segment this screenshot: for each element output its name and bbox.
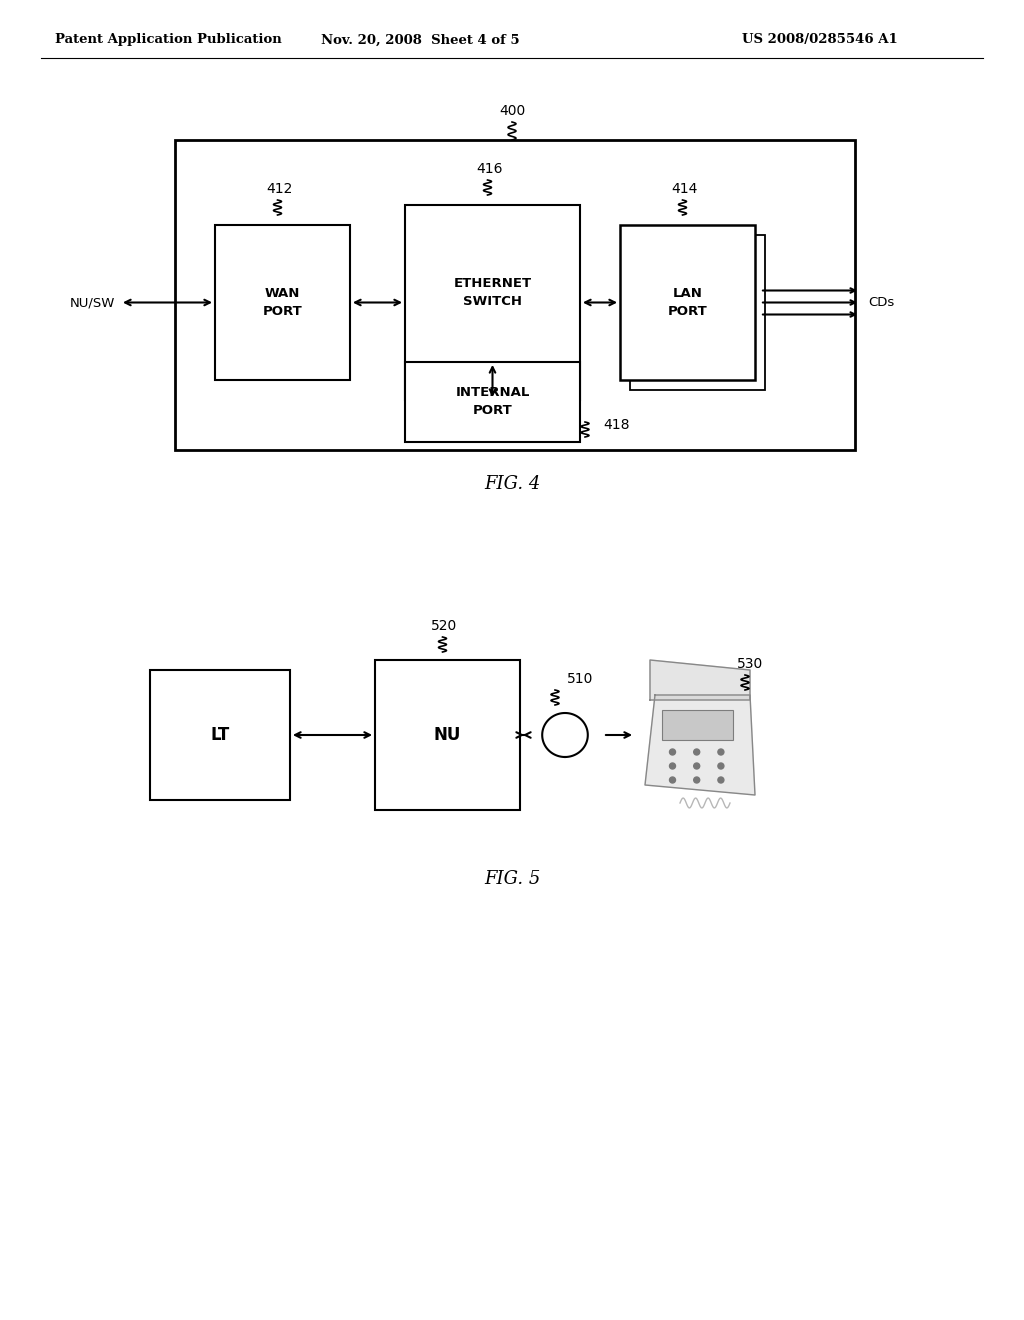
Bar [150,671,290,800]
Circle shape [670,777,676,783]
Circle shape [693,777,699,783]
Text: 530: 530 [737,657,763,671]
Text: LAN
PORT: LAN PORT [668,286,708,318]
Text: 510: 510 [567,672,593,686]
Circle shape [670,763,676,770]
Bar [175,140,855,450]
Circle shape [718,763,724,770]
Text: CDs: CDs [868,296,894,309]
Bar [406,205,580,400]
Text: Patent Application Publication: Patent Application Publication [55,33,282,46]
Bar [375,660,520,810]
Polygon shape [543,713,588,756]
Bar [620,224,755,380]
Text: Nov. 20, 2008  Sheet 4 of 5: Nov. 20, 2008 Sheet 4 of 5 [321,33,519,46]
Text: 520: 520 [431,619,458,634]
Text: 418: 418 [603,418,630,432]
Text: ETHERNET
SWITCH: ETHERNET SWITCH [454,277,531,308]
Text: WAN
PORT: WAN PORT [262,286,302,318]
Text: LT: LT [210,726,229,744]
Bar [662,710,733,741]
Bar [215,224,350,380]
Polygon shape [645,696,755,795]
Text: FIG. 4: FIG. 4 [483,475,541,492]
Polygon shape [650,660,750,700]
Bar [406,362,580,442]
Text: 416: 416 [476,162,503,176]
Circle shape [670,748,676,755]
Circle shape [693,748,699,755]
Text: US 2008/0285546 A1: US 2008/0285546 A1 [742,33,898,46]
Text: FIG. 5: FIG. 5 [483,870,541,888]
Circle shape [693,763,699,770]
Circle shape [718,748,724,755]
Text: 412: 412 [266,182,293,195]
Text: 400: 400 [499,104,525,117]
Bar [630,235,765,389]
Circle shape [718,777,724,783]
Text: 414: 414 [672,182,697,195]
Text: NU: NU [434,726,461,744]
Text: NU/SW: NU/SW [70,296,115,309]
Text: INTERNAL
PORT: INTERNAL PORT [456,387,529,417]
